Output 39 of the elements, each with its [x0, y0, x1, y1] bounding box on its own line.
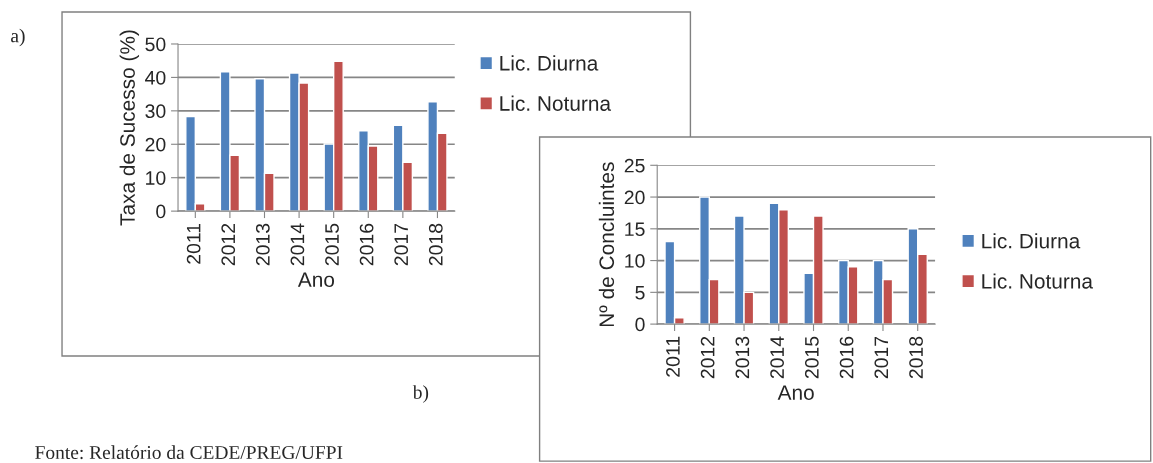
x-tick-label: 2016 — [839, 336, 854, 379]
y-tick-label: 20 — [624, 190, 645, 205]
text: b) — [412, 385, 429, 403]
y-tick-label: 50 — [145, 37, 166, 52]
legend-label: Lic. Diurna — [500, 55, 599, 71]
y-tick-label: 10 — [625, 254, 645, 268]
y-tick-label: 30 — [145, 104, 166, 119]
legend-label: Lic. Diurna — [982, 233, 1081, 249]
x-axis-title: Ano — [297, 272, 335, 288]
y-tick-label: 5 — [635, 286, 645, 300]
x-tick-label: 2013 — [255, 223, 270, 266]
y-axis-title: Taxa de Sucesso (%) — [119, 30, 140, 226]
x-tick-label: 2015 — [804, 336, 819, 379]
legend-label: Lic. Noturna — [500, 95, 612, 111]
y-tick-label: 10 — [146, 171, 166, 185]
x-tick-label: 2013 — [735, 336, 750, 379]
x-tick-label: 2018 — [909, 336, 923, 379]
x-tick-label: 2018 — [428, 223, 443, 266]
x-tick-label: 2017 — [874, 336, 889, 379]
y-tick-label: 0 — [156, 204, 166, 219]
x-tick-label: 2017 — [394, 223, 409, 266]
x-tick-label: 2012 — [221, 223, 236, 266]
x-tick-label: 2016 — [359, 223, 374, 266]
legend-label: Lic. Noturna — [982, 273, 1093, 289]
x-axis-title: Ano — [777, 385, 814, 401]
text: a) — [11, 28, 25, 47]
x-tick-label: 2011 — [666, 336, 680, 377]
x-tick-label: 2011 — [186, 223, 201, 264]
x-tick-label: 2012 — [700, 336, 715, 379]
y-tick-label: 25 — [624, 158, 645, 173]
y-tick-label: 20 — [145, 137, 166, 152]
y-tick-label: 15 — [625, 222, 645, 237]
y-axis-title: Nº de Concluintes — [598, 162, 615, 327]
source-note: Fonte: Relatório da CEDE/PREG/UFPI — [35, 445, 343, 460]
y-tick-label: 40 — [145, 70, 166, 85]
y-tick-label: 0 — [635, 317, 645, 332]
x-tick-label: 2015 — [325, 223, 339, 266]
x-tick-label: 2014 — [290, 223, 305, 266]
x-tick-label: 2014 — [770, 336, 784, 379]
